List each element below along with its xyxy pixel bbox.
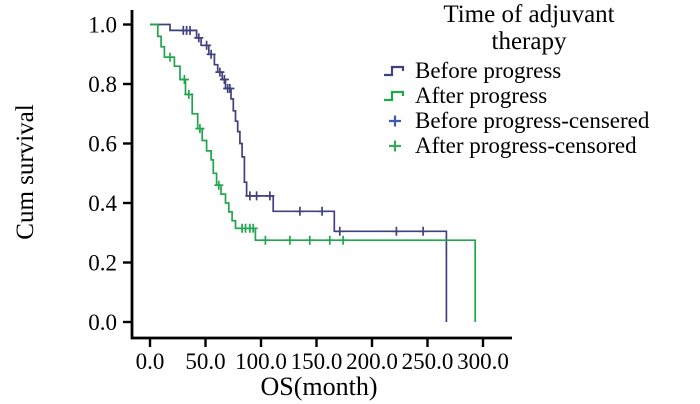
censor-mark-before-progress: [215, 67, 225, 77]
censor-mark-before-progress: [418, 226, 428, 236]
x-tick-label: 200.0: [346, 349, 398, 374]
censor-mark-after-progress: [260, 235, 270, 245]
axis-spines: [130, 10, 512, 340]
censor-mark-after-progress: [305, 235, 315, 245]
legend-item-after-progress: After progress: [383, 83, 693, 108]
x-tick-label: 0.0: [136, 349, 165, 374]
censor-mark-before-progress: [335, 226, 345, 236]
censor-mark-after-progress: [285, 235, 295, 245]
legend: Time of adjuvant therapy Before progress…: [383, 1, 693, 158]
censor-mark-after-progress: [325, 235, 335, 245]
censor-mark-before-progress: [265, 191, 275, 201]
censor-mark-before-progress: [295, 206, 305, 216]
x-tick-label: 300.0: [457, 349, 509, 374]
legend-item-label: Before progress-censered: [415, 108, 650, 133]
legend-item-label: Before progress: [415, 58, 562, 83]
censor-mark-after-progress: [195, 124, 205, 134]
censor-mark-before-progress: [391, 226, 401, 236]
censor-mark-before-progress: [202, 40, 212, 50]
censor-mark-after-progress: [248, 223, 258, 233]
x-axis-label: OS(month): [260, 372, 378, 401]
x-tick-label: 50.0: [185, 349, 225, 374]
x-tick-label: 250.0: [402, 349, 454, 374]
x-tick-label: 150.0: [291, 349, 343, 374]
y-tick-label: 0.2: [88, 251, 117, 276]
x-tick-label: 100.0: [235, 349, 287, 374]
legend-title: Time of adjuvant therapy: [383, 1, 675, 55]
legend-item-before-progress: Before progress: [383, 58, 693, 83]
y-axis-label: Cum survival: [12, 104, 39, 240]
legend-item-label: After progress-censored: [415, 133, 637, 158]
censor-mark-after-progress: [214, 180, 224, 190]
censor-mark-before-progress: [317, 206, 327, 216]
y-tick-label: 0.0: [88, 310, 117, 335]
censor-mark-before-progress: [206, 49, 216, 59]
y-tick-label: 0.6: [88, 132, 117, 157]
y-tick-label: 0.4: [88, 191, 117, 216]
legend-item-label: After progress: [415, 83, 548, 108]
censor-mark-after-progress: [338, 235, 348, 245]
legend-item-before-progress-censored: Before progress-censered: [383, 108, 693, 133]
censor-mark-after-progress: [184, 89, 194, 99]
censor-mark-before-progress: [219, 75, 229, 84]
plus-icon: [389, 140, 401, 151]
censor-mark-before-progress: [225, 84, 235, 93]
legend-title-line2: therapy: [491, 28, 567, 55]
legend-title-line1: Time of adjuvant: [443, 1, 615, 28]
plus-icon: [389, 115, 401, 126]
step-line-icon: [384, 90, 405, 101]
legend-items: Before progress After progress Before pr…: [383, 58, 693, 158]
y-tick-label: 1.0: [88, 13, 117, 38]
censor-mark-after-progress: [165, 52, 175, 62]
censor-mark-before-progress: [185, 25, 195, 35]
step-line-icon: [384, 65, 405, 76]
censor-mark-before-progress: [252, 191, 262, 201]
y-tick-label: 0.8: [88, 72, 117, 97]
censor-mark-before-progress: [194, 33, 204, 43]
censor-mark-after-progress: [179, 75, 189, 84]
legend-item-after-progress-censored: After progress-censored: [383, 133, 693, 158]
